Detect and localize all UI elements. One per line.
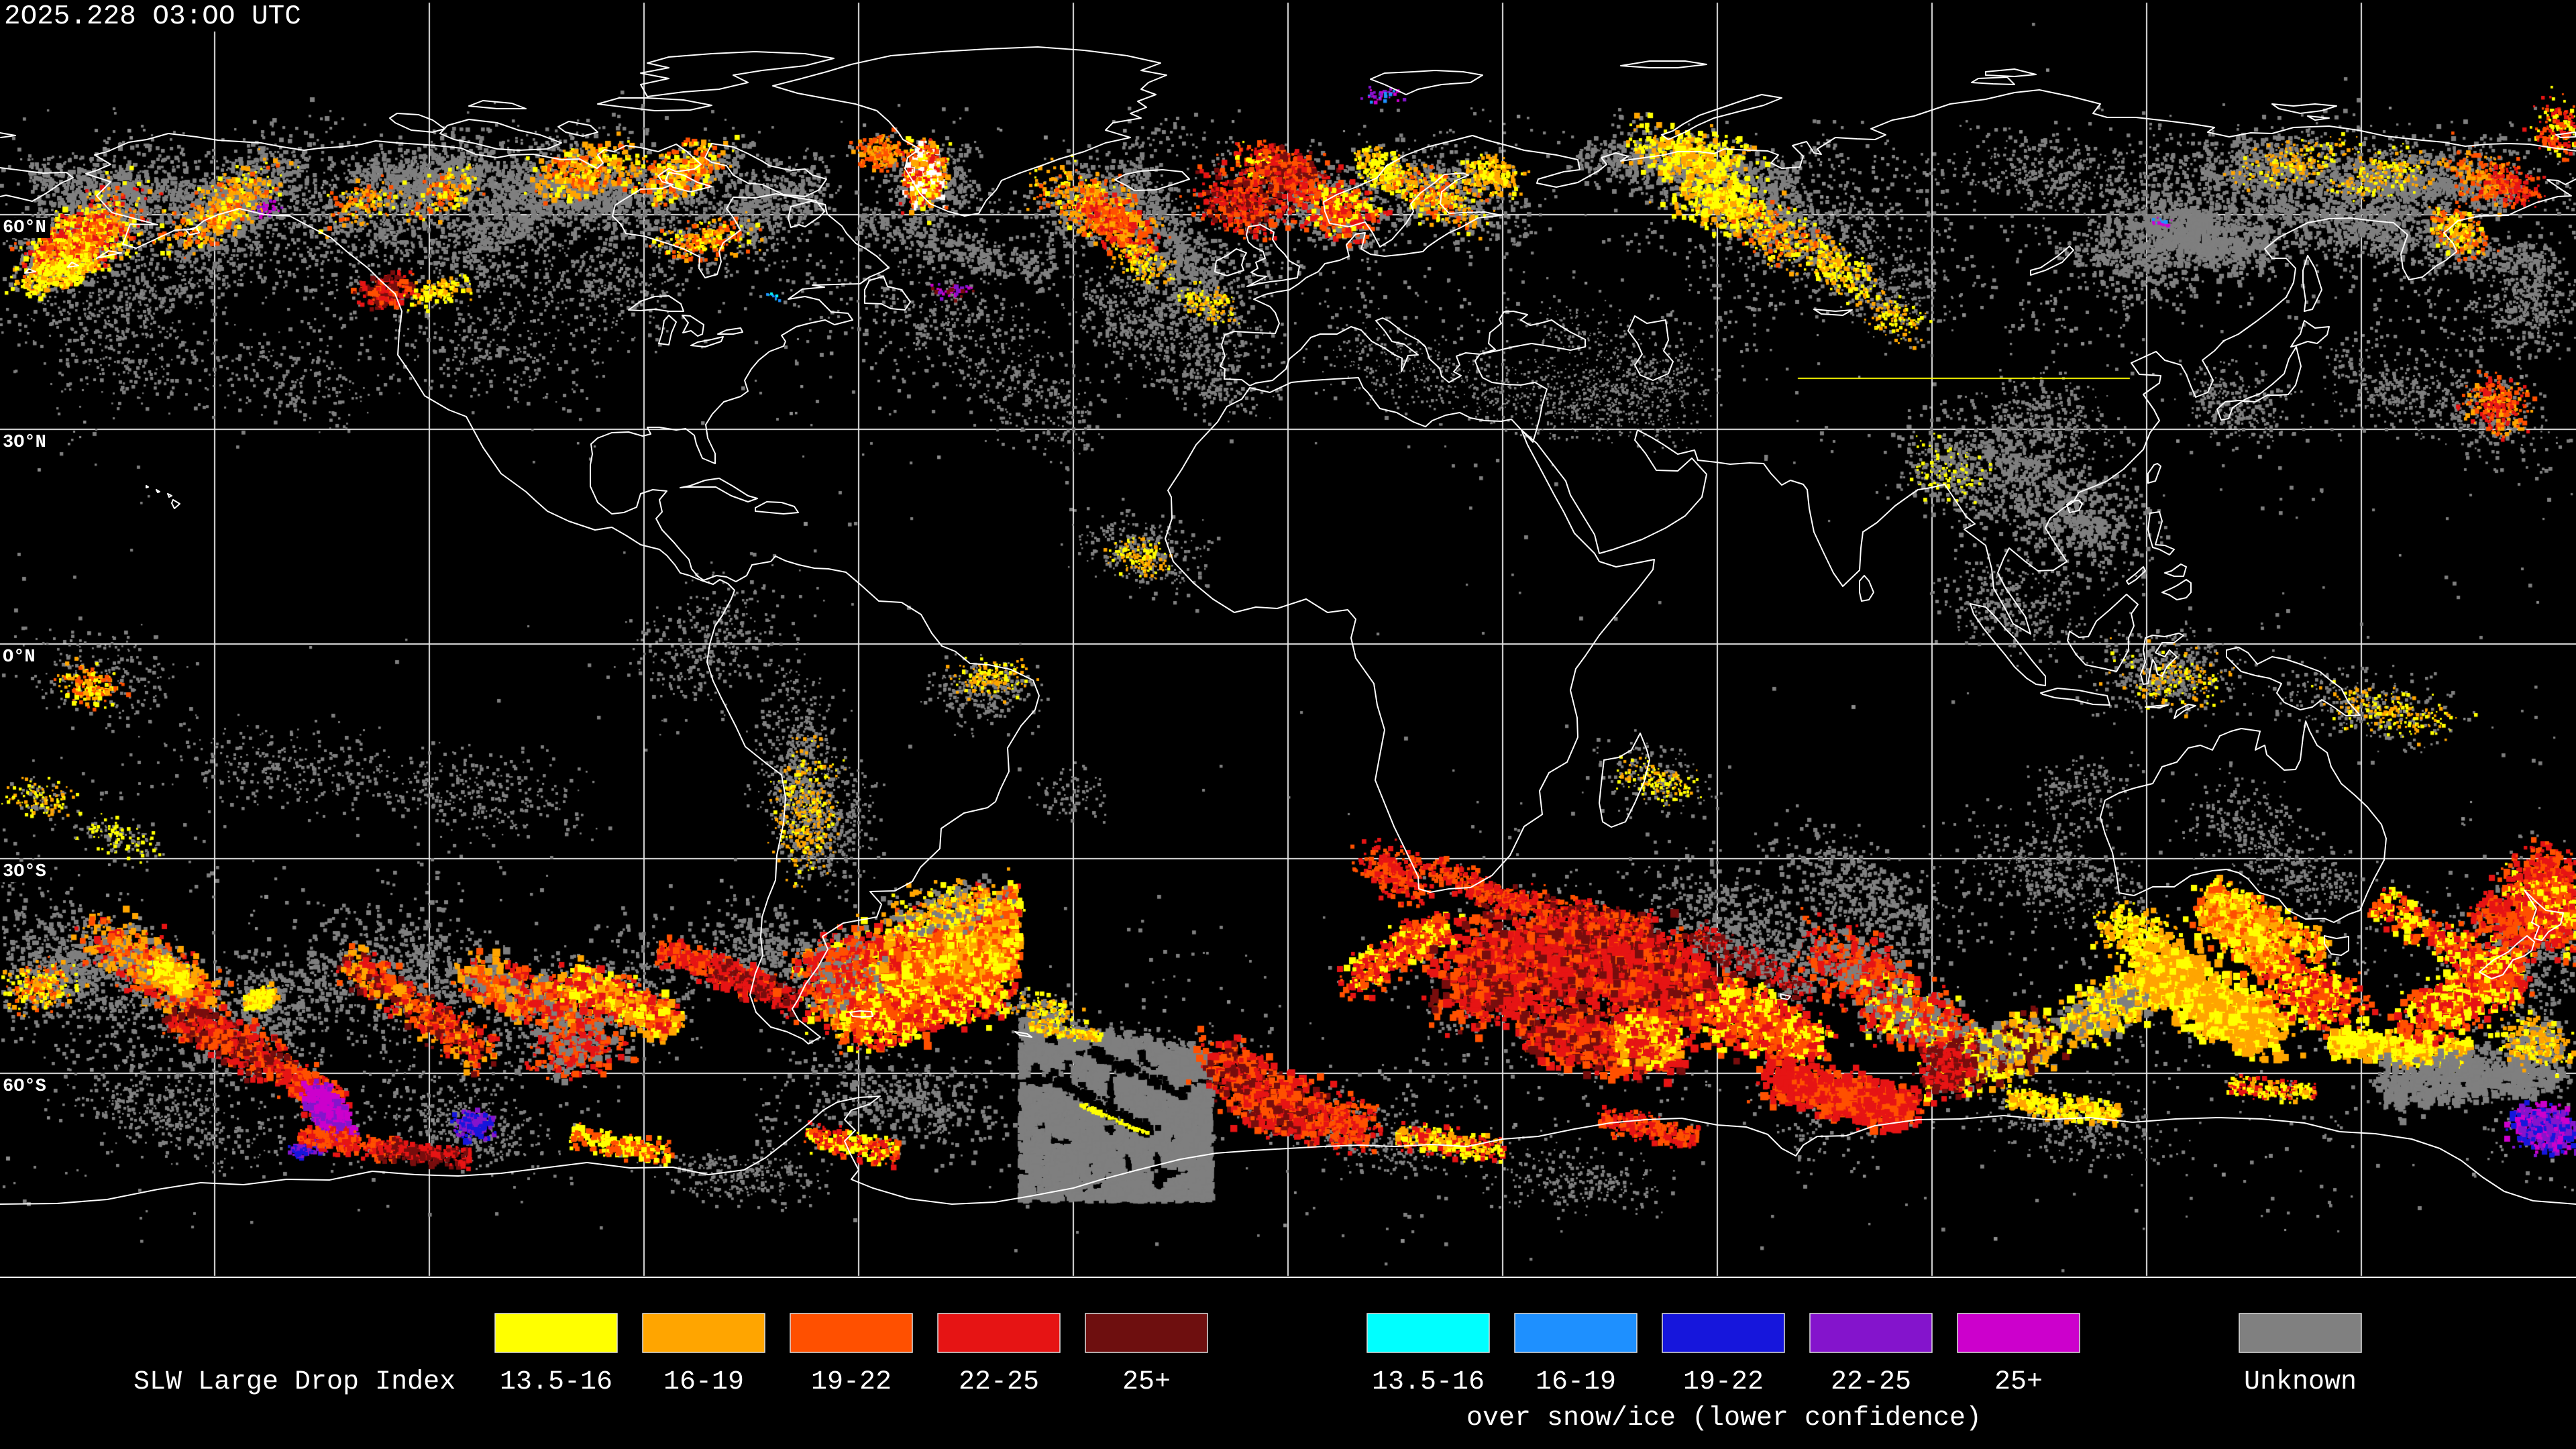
svg-text:over snow/ice (lower confidenc: over snow/ice (lower confidence) — [1466, 1403, 1982, 1434]
svg-text:Unknown: Unknown — [2244, 1367, 2357, 1397]
svg-text:19-22: 19-22 — [1683, 1367, 1764, 1397]
svg-text:25+: 25+ — [1994, 1367, 2043, 1397]
svg-text:3O°S: 3O°S — [3, 862, 46, 882]
svg-text:O°N: O°N — [3, 647, 36, 667]
svg-text:16-19: 16-19 — [663, 1367, 744, 1397]
svg-text:16-19: 16-19 — [1536, 1367, 1616, 1397]
svg-text:6O°N: 6O°N — [3, 218, 46, 238]
svg-text:2O25.228 O3:OO UTC: 2O25.228 O3:OO UTC — [4, 1, 301, 32]
svg-text:22-25: 22-25 — [1831, 1367, 1911, 1397]
svg-text:3O°N: 3O°N — [3, 433, 46, 453]
svg-text:13.5-16: 13.5-16 — [500, 1367, 612, 1397]
svg-text:22-25: 22-25 — [959, 1367, 1039, 1397]
svg-text:SLW Large Drop Index: SLW Large Drop Index — [133, 1367, 455, 1397]
svg-text:13.5-16: 13.5-16 — [1372, 1367, 1485, 1397]
svg-text:25+: 25+ — [1122, 1367, 1171, 1397]
svg-text:6O°S: 6O°S — [3, 1077, 46, 1097]
svg-text:19-22: 19-22 — [811, 1367, 892, 1397]
